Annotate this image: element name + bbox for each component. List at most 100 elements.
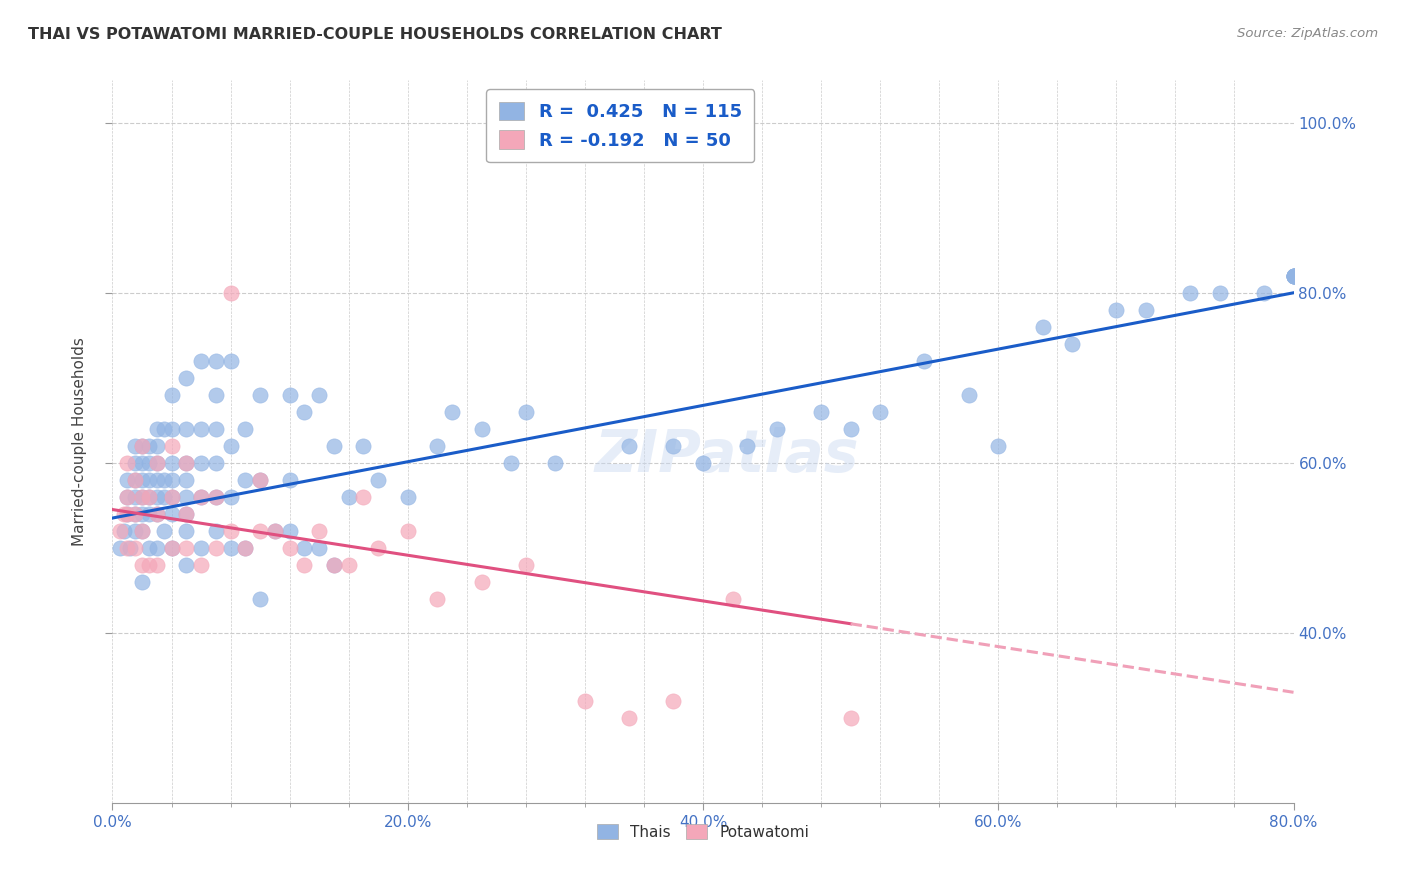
Point [131,558,153,572]
Point [131,490,153,504]
Point [160,439,183,453]
Point [515,558,537,572]
Point [308,524,330,538]
Point [1062,336,1084,351]
Point [117,456,138,470]
Point [323,558,346,572]
Point [205,422,228,436]
Point [117,473,138,487]
Point [249,591,271,606]
Point [249,524,271,538]
Point [131,490,153,504]
Point [367,473,389,487]
Point [662,439,685,453]
Point [153,422,176,436]
Point [869,405,891,419]
Point [174,473,197,487]
Point [544,456,567,470]
Point [1208,285,1232,300]
Point [117,507,138,521]
Point [278,473,301,487]
Point [352,439,374,453]
Point [292,405,315,419]
Point [146,541,169,555]
Point [278,524,301,538]
Point [190,541,212,555]
Point [233,541,256,555]
Point [146,558,169,572]
Point [124,473,146,487]
Point [205,490,228,504]
Point [174,422,197,436]
Point [120,541,142,555]
Point [160,507,183,521]
Point [160,456,183,470]
Point [138,490,160,504]
Point [278,541,301,555]
Point [124,541,146,555]
Point [574,694,596,708]
Point [146,422,169,436]
Point [174,507,197,521]
Point [396,524,419,538]
Point [1282,268,1305,283]
Point [124,507,146,521]
Point [124,439,146,453]
Point [205,388,228,402]
Point [323,558,346,572]
Point [264,524,287,538]
Point [124,507,146,521]
Point [131,524,153,538]
Point [138,507,160,521]
Point [131,473,153,487]
Point [146,473,169,487]
Point [174,490,197,504]
Point [249,388,271,402]
Point [233,422,256,436]
Point [153,490,176,504]
Point [839,711,862,725]
Point [766,422,789,436]
Point [205,490,228,504]
Point [249,473,271,487]
Point [292,541,315,555]
Point [619,439,641,453]
Text: Source: ZipAtlas.com: Source: ZipAtlas.com [1237,27,1378,40]
Point [1253,285,1275,300]
Point [108,524,131,538]
Point [160,541,183,555]
Point [292,558,315,572]
Point [470,574,494,589]
Point [146,456,169,470]
Point [190,456,212,470]
Point [721,591,744,606]
Point [662,694,685,708]
Point [367,541,389,555]
Point [1282,268,1305,283]
Point [205,353,228,368]
Point [174,558,197,572]
Point [138,558,160,572]
Point [160,422,183,436]
Point [1178,285,1201,300]
Point [219,353,242,368]
Point [352,490,374,504]
Point [1105,302,1128,317]
Y-axis label: Married-couple Households: Married-couple Households [72,337,87,546]
Point [205,456,228,470]
Point [174,524,197,538]
Point [337,558,360,572]
Point [160,388,183,402]
Point [160,473,183,487]
Point [108,541,131,555]
Point [619,711,641,725]
Point [219,524,242,538]
Point [146,490,169,504]
Point [264,524,287,538]
Point [131,507,153,521]
Point [124,490,146,504]
Point [1282,268,1305,283]
Point [190,490,212,504]
Point [117,507,138,521]
Text: ZIPatlas: ZIPatlas [595,427,859,484]
